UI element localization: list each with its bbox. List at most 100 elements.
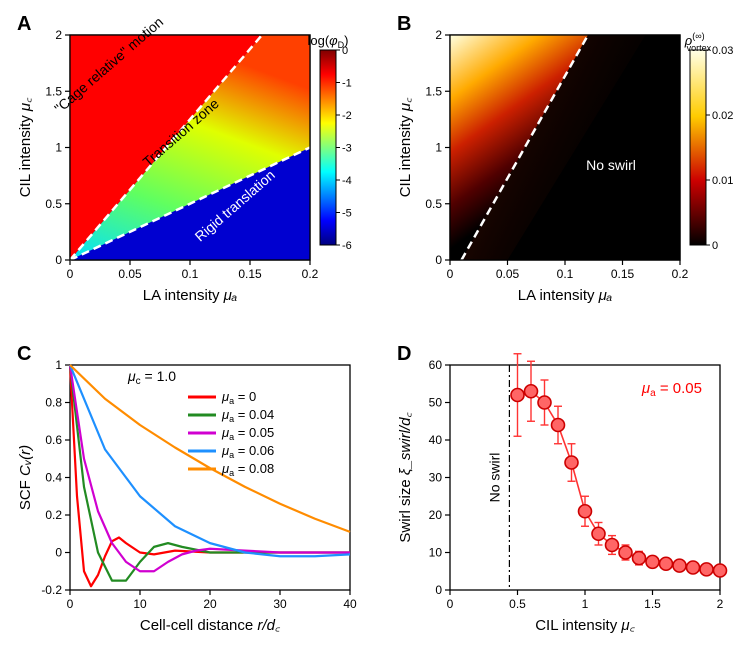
xtick-label: 2 <box>717 597 724 611</box>
xtick-label: 0.5 <box>509 597 526 611</box>
x-axis-label: LA intensity μₐ <box>518 287 613 304</box>
ytick-label: 1 <box>55 141 62 155</box>
data-point <box>592 527 605 540</box>
data-point <box>579 505 592 518</box>
ytick-label: 50 <box>429 396 443 410</box>
cbar-label: ρ(∞)vortex <box>684 31 712 53</box>
data-point <box>538 396 551 409</box>
cbar-tick-label: -4 <box>342 175 352 187</box>
cbar-tick-label: 0.03 <box>712 45 733 57</box>
cbar-tick-label: 0 <box>712 240 718 252</box>
xtick-label: 0.1 <box>557 267 574 281</box>
colorbar <box>690 50 706 245</box>
xtick-label: 0 <box>67 597 74 611</box>
data-point <box>633 552 646 565</box>
x-axis-label: CIL intensity μ꜀ <box>535 617 635 634</box>
ytick-label: 10 <box>429 546 443 560</box>
y-axis-label: SCF Cᵥ(r) <box>17 445 34 510</box>
data-point <box>700 563 713 576</box>
xtick-label: 0.15 <box>611 267 635 281</box>
ytick-label: 0.5 <box>425 197 442 211</box>
ytick-label: 1 <box>55 358 62 372</box>
ytick-label: 0 <box>55 546 62 560</box>
ytick-label: 0 <box>55 253 62 267</box>
colorbar <box>320 50 336 245</box>
series-line <box>70 365 350 532</box>
cbar-label: log(φD) <box>307 33 348 50</box>
xtick-label: 0 <box>447 267 454 281</box>
cbar-tick-label: -5 <box>342 208 352 220</box>
data-point <box>714 564 727 577</box>
y-axis-label: CIL intensity μ꜀ <box>17 97 34 197</box>
ytick-label: 20 <box>429 508 443 522</box>
xtick-label: 30 <box>273 597 287 611</box>
data-point <box>606 539 619 552</box>
panel-c: C 0 10 20 30 40 -0.2 0 0.2 0.4 0.6 0.8 1 Cell-cell di… <box>15 340 365 640</box>
region-annotation: No swirl <box>586 157 636 173</box>
panel-label: B <box>397 13 411 35</box>
data-point <box>687 561 700 574</box>
data-point <box>525 385 538 398</box>
data-point <box>619 546 632 559</box>
data-point <box>552 419 565 432</box>
cbar-tick-label: 0.01 <box>712 175 733 187</box>
ytick-label: -0.2 <box>41 583 62 597</box>
xtick-label: 1 <box>582 597 589 611</box>
legend-item: μa = 0.08 <box>221 461 274 478</box>
cbar-tick-label: -2 <box>342 110 352 122</box>
ytick-label: 0.6 <box>45 433 62 447</box>
legend-item: μa = 0.04 <box>221 407 274 424</box>
legend-title: μc = 1.0 <box>127 368 176 387</box>
ytick-label: 0 <box>435 583 442 597</box>
ytick-label: 2 <box>435 28 442 42</box>
data-point <box>511 389 524 402</box>
ytick-label: 30 <box>429 471 443 485</box>
cbar-tick-label: 0.02 <box>712 110 733 122</box>
ytick-label: 1.5 <box>425 84 442 98</box>
panel-label: C <box>17 343 31 365</box>
data-point <box>565 456 578 469</box>
xtick-label: 0.2 <box>672 267 689 281</box>
xtick-label: 0.1 <box>182 267 199 281</box>
xtick-label: 20 <box>203 597 217 611</box>
cbar-tick-label: -1 <box>342 78 352 90</box>
xtick-label: 0 <box>447 597 454 611</box>
cbar-tick-label: -3 <box>342 143 352 155</box>
xtick-label: 40 <box>343 597 357 611</box>
no-swirl-label: No swirl <box>486 453 502 503</box>
cbar-tick-label: -6 <box>342 240 352 252</box>
ytick-label: 0.4 <box>45 471 62 485</box>
xtick-label: 1.5 <box>644 597 661 611</box>
ytick-label: 0.8 <box>45 396 62 410</box>
xtick-label: 0.05 <box>496 267 520 281</box>
panel-b: B 0 0.05 0.1 0.15 0.2 0 0.5 1 1.5 2 LA intensity μₐ… <box>395 10 735 310</box>
ytick-label: 0.2 <box>45 508 62 522</box>
ytick-label: 0 <box>435 253 442 267</box>
legend-item: μa = 0.05 <box>221 425 274 442</box>
xtick-label: 0 <box>67 267 74 281</box>
data-point <box>673 559 686 572</box>
y-axis-label: Swirl size ξ_swirl/d꜀ <box>397 412 414 543</box>
ytick-label: 60 <box>429 358 443 372</box>
ytick-label: 0.5 <box>45 197 62 211</box>
legend-item: μa = 0.06 <box>221 443 274 460</box>
xtick-label: 10 <box>133 597 147 611</box>
ytick-label: 1 <box>435 141 442 155</box>
xtick-label: 0.2 <box>302 267 319 281</box>
ytick-label: 2 <box>55 28 62 42</box>
x-axis-label: Cell-cell distance r/d꜀ <box>140 617 281 634</box>
y-axis-label: CIL intensity μ꜀ <box>397 97 414 197</box>
panel-label: A <box>17 13 31 35</box>
param-annotation: μa = 0.05 <box>641 380 702 399</box>
data-point <box>660 557 673 570</box>
panel-label: D <box>397 343 411 365</box>
ytick-label: 40 <box>429 433 443 447</box>
legend-item: μa = 0 <box>221 389 256 406</box>
xtick-label: 0.15 <box>238 267 262 281</box>
xtick-label: 0.05 <box>118 267 142 281</box>
series-line <box>70 365 350 556</box>
data-point <box>646 555 659 568</box>
x-axis-label: LA intensity μₐ <box>143 287 238 304</box>
panel-a: A00.050.10.150.200.511.52LA intensity μₐ… <box>15 10 365 310</box>
panel-d: D00.511.520102030405060CIL intensity μ꜀S… <box>395 340 735 640</box>
